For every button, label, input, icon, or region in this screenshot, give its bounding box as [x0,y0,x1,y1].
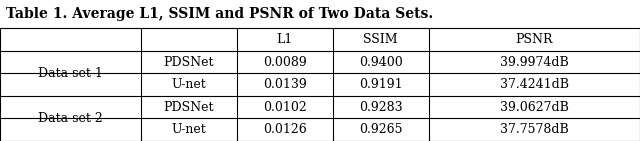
Text: 0.0089: 0.0089 [263,56,307,69]
Text: Data set 1: Data set 1 [38,67,103,80]
Text: L1: L1 [276,33,293,46]
Text: U-net: U-net [172,123,206,136]
Text: SSIM: SSIM [364,33,398,46]
Text: 0.0126: 0.0126 [263,123,307,136]
Text: Table 1. Average L1, SSIM and PSNR of Two Data Sets.: Table 1. Average L1, SSIM and PSNR of Tw… [6,7,434,21]
Text: 0.0139: 0.0139 [263,78,307,91]
Text: 0.0102: 0.0102 [263,101,307,114]
Text: 39.0627dB: 39.0627dB [500,101,569,114]
Text: PDSNet: PDSNet [164,56,214,69]
Text: Data set 2: Data set 2 [38,112,103,125]
Text: 0.9283: 0.9283 [359,101,403,114]
Text: 0.9400: 0.9400 [359,56,403,69]
Text: 0.9265: 0.9265 [359,123,403,136]
Text: PDSNet: PDSNet [164,101,214,114]
Text: U-net: U-net [172,78,206,91]
Text: PSNR: PSNR [516,33,553,46]
Text: 0.9191: 0.9191 [359,78,403,91]
Text: 37.4241dB: 37.4241dB [500,78,569,91]
Text: 37.7578dB: 37.7578dB [500,123,569,136]
Text: 39.9974dB: 39.9974dB [500,56,569,69]
